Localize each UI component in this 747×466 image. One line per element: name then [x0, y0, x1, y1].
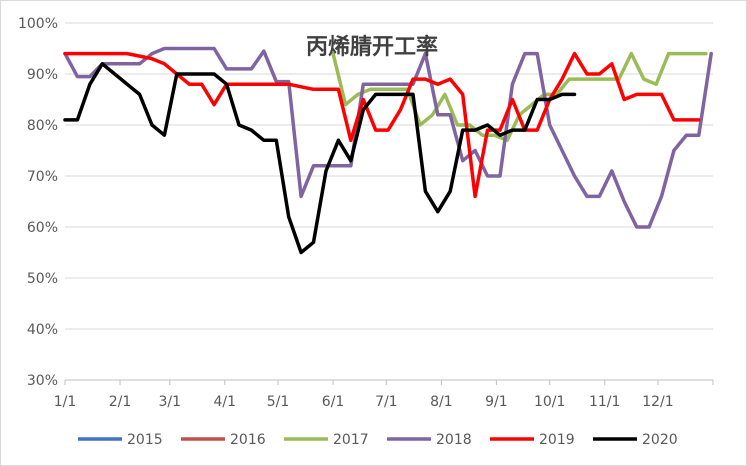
x-tick-label: 2/1	[109, 394, 132, 410]
y-tick-label: 50%	[27, 271, 58, 287]
chart-title: 丙烯腈开工率	[306, 34, 438, 60]
legend-label-2020: 2020	[642, 432, 678, 448]
series-layer	[63, 46, 713, 255]
y-tick-label: 100%	[18, 16, 58, 32]
x-tick-label: 10/1	[534, 394, 565, 410]
legend-label-2017: 2017	[333, 432, 369, 448]
x-tick-label: 5/1	[267, 394, 290, 410]
x-tick-label: 6/1	[322, 394, 345, 410]
y-tick-label: 60%	[27, 220, 58, 236]
axis-layer: 30% 40% 50% 60% 70% 80% 90% 100% 1/1 2/1 3/1 4/1 5/1…	[18, 16, 714, 410]
legend-label-2019: 2019	[539, 432, 575, 448]
legend-label-2015: 2015	[127, 432, 163, 448]
y-tick-label: 80%	[27, 118, 58, 134]
x-tick-label: 11/1	[589, 394, 620, 410]
x-tick-label: 12/1	[642, 394, 673, 410]
x-tick-label: 4/1	[214, 394, 237, 410]
grid-layer	[65, 22, 713, 330]
x-tick-label: 1/1	[54, 394, 77, 410]
x-tick-label: 9/1	[485, 394, 508, 410]
y-tick-label: 90%	[27, 67, 58, 83]
series-line-2018	[63, 46, 713, 229]
series-line-2020	[63, 62, 577, 255]
legend-label-2016: 2016	[230, 432, 266, 448]
y-tick-label: 40%	[27, 322, 58, 338]
series-line-2019	[63, 51, 701, 199]
legend-label-2018: 2018	[436, 432, 472, 448]
legend: 2015 2016 2017 2018 2019 2020	[78, 432, 678, 448]
y-tick-label: 70%	[27, 169, 58, 185]
x-tick-label: 7/1	[375, 394, 398, 410]
y-tick-label: 30%	[27, 373, 58, 389]
x-tick-label: 8/1	[430, 394, 453, 410]
x-tick-label: 3/1	[158, 394, 181, 410]
